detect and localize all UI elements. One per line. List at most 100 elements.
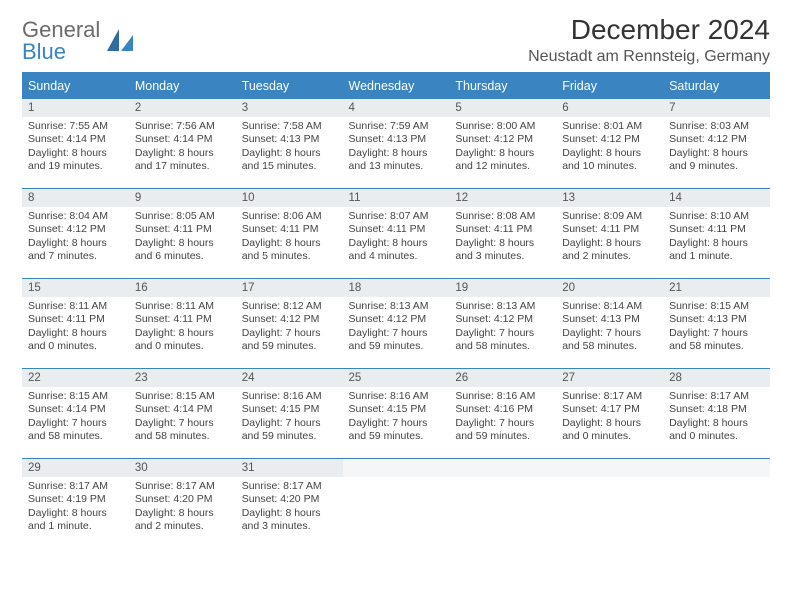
day-cell: Sunrise: 8:16 AMSunset: 4:16 PMDaylight:…: [449, 387, 556, 459]
sunrise-text: Sunrise: 8:07 AM: [349, 210, 444, 223]
sunset-text: Sunset: 4:11 PM: [669, 223, 764, 236]
day-cell: Sunrise: 8:07 AMSunset: 4:11 PMDaylight:…: [343, 207, 450, 279]
day-number: 25: [343, 369, 450, 388]
sunrise-text: Sunrise: 8:15 AM: [135, 390, 230, 403]
sunset-text: Sunset: 4:12 PM: [669, 133, 764, 146]
sunrise-text: Sunrise: 8:06 AM: [242, 210, 337, 223]
daylight-text: Daylight: 8 hours and 19 minutes.: [28, 147, 123, 174]
sunset-text: Sunset: 4:13 PM: [349, 133, 444, 146]
daylight-text: Daylight: 7 hours and 58 minutes.: [669, 327, 764, 354]
daylight-text: Daylight: 8 hours and 15 minutes.: [242, 147, 337, 174]
daylight-text: Daylight: 8 hours and 7 minutes.: [28, 237, 123, 264]
day-cell: Sunrise: 8:13 AMSunset: 4:12 PMDaylight:…: [449, 297, 556, 369]
sunset-text: Sunset: 4:19 PM: [28, 493, 123, 506]
sunset-text: Sunset: 4:11 PM: [28, 313, 123, 326]
sunrise-text: Sunrise: 8:17 AM: [28, 480, 123, 493]
daynum-row: 891011121314: [22, 189, 770, 208]
daylight-text: Daylight: 8 hours and 12 minutes.: [455, 147, 550, 174]
day-number: 19: [449, 279, 556, 298]
day-number: 31: [236, 459, 343, 478]
logo: General Blue: [22, 14, 135, 64]
daylight-text: Daylight: 8 hours and 2 minutes.: [135, 507, 230, 534]
dow-monday: Monday: [129, 73, 236, 99]
calendar-table: Sunday Monday Tuesday Wednesday Thursday…: [22, 72, 770, 548]
sunrise-text: Sunrise: 7:59 AM: [349, 120, 444, 133]
daylight-text: Daylight: 7 hours and 58 minutes.: [135, 417, 230, 444]
day-cell: Sunrise: 8:17 AMSunset: 4:18 PMDaylight:…: [663, 387, 770, 459]
day-cell: Sunrise: 8:01 AMSunset: 4:12 PMDaylight:…: [556, 117, 663, 189]
daylight-text: Daylight: 8 hours and 9 minutes.: [669, 147, 764, 174]
day-number: 14: [663, 189, 770, 208]
day-number: 6: [556, 99, 663, 118]
day-cell: Sunrise: 8:12 AMSunset: 4:12 PMDaylight:…: [236, 297, 343, 369]
day-cell: Sunrise: 7:59 AMSunset: 4:13 PMDaylight:…: [343, 117, 450, 189]
daynum-row: 293031: [22, 459, 770, 478]
day-number: 2: [129, 99, 236, 118]
sunset-text: Sunset: 4:12 PM: [242, 313, 337, 326]
daylight-text: Daylight: 8 hours and 13 minutes.: [349, 147, 444, 174]
day-cell: Sunrise: 8:06 AMSunset: 4:11 PMDaylight:…: [236, 207, 343, 279]
day-number: 1: [22, 99, 129, 118]
dow-row: Sunday Monday Tuesday Wednesday Thursday…: [22, 73, 770, 99]
day-number: 13: [556, 189, 663, 208]
sunset-text: Sunset: 4:13 PM: [242, 133, 337, 146]
sunrise-text: Sunrise: 7:55 AM: [28, 120, 123, 133]
sunset-text: Sunset: 4:11 PM: [135, 313, 230, 326]
day-number: 20: [556, 279, 663, 298]
sunset-text: Sunset: 4:14 PM: [28, 403, 123, 416]
day-number: 22: [22, 369, 129, 388]
sunset-text: Sunset: 4:12 PM: [562, 133, 657, 146]
day-number: 28: [663, 369, 770, 388]
daylight-text: Daylight: 8 hours and 1 minute.: [28, 507, 123, 534]
day-cell: [556, 477, 663, 548]
sunrise-text: Sunrise: 7:56 AM: [135, 120, 230, 133]
dow-friday: Friday: [556, 73, 663, 99]
day-cell: Sunrise: 8:11 AMSunset: 4:11 PMDaylight:…: [129, 297, 236, 369]
sunrise-text: Sunrise: 8:17 AM: [135, 480, 230, 493]
daylight-text: Daylight: 8 hours and 17 minutes.: [135, 147, 230, 174]
day-cell: Sunrise: 8:17 AMSunset: 4:20 PMDaylight:…: [236, 477, 343, 548]
sunrise-text: Sunrise: 8:13 AM: [349, 300, 444, 313]
daylight-text: Daylight: 8 hours and 5 minutes.: [242, 237, 337, 264]
day-cell: Sunrise: 8:08 AMSunset: 4:11 PMDaylight:…: [449, 207, 556, 279]
daylight-text: Daylight: 8 hours and 10 minutes.: [562, 147, 657, 174]
dow-saturday: Saturday: [663, 73, 770, 99]
day-number: 9: [129, 189, 236, 208]
sunset-text: Sunset: 4:11 PM: [562, 223, 657, 236]
sunrise-text: Sunrise: 8:16 AM: [455, 390, 550, 403]
day-number: 4: [343, 99, 450, 118]
sunset-text: Sunset: 4:15 PM: [242, 403, 337, 416]
day-number: 24: [236, 369, 343, 388]
daylight-text: Daylight: 7 hours and 59 minutes.: [242, 327, 337, 354]
day-cell: Sunrise: 8:03 AMSunset: 4:12 PMDaylight:…: [663, 117, 770, 189]
daynum-row: 22232425262728: [22, 369, 770, 388]
day-cell: Sunrise: 8:15 AMSunset: 4:13 PMDaylight:…: [663, 297, 770, 369]
day-number: [556, 459, 663, 478]
title-block: December 2024 Neustadt am Rennsteig, Ger…: [528, 14, 770, 66]
sunset-text: Sunset: 4:13 PM: [562, 313, 657, 326]
sunrise-text: Sunrise: 8:04 AM: [28, 210, 123, 223]
sunrise-text: Sunrise: 8:17 AM: [669, 390, 764, 403]
daylight-text: Daylight: 8 hours and 2 minutes.: [562, 237, 657, 264]
daylight-text: Daylight: 7 hours and 59 minutes.: [242, 417, 337, 444]
daylight-text: Daylight: 8 hours and 3 minutes.: [242, 507, 337, 534]
daylight-text: Daylight: 7 hours and 59 minutes.: [349, 417, 444, 444]
sunset-text: Sunset: 4:20 PM: [135, 493, 230, 506]
location-label: Neustadt am Rennsteig, Germany: [528, 48, 770, 66]
sunset-text: Sunset: 4:18 PM: [669, 403, 764, 416]
daynum-row: 15161718192021: [22, 279, 770, 298]
content-row: Sunrise: 8:04 AMSunset: 4:12 PMDaylight:…: [22, 207, 770, 279]
sunrise-text: Sunrise: 8:01 AM: [562, 120, 657, 133]
day-number: 12: [449, 189, 556, 208]
day-number: [343, 459, 450, 478]
logo-sail-icon: [105, 27, 135, 58]
daynum-row: 1234567: [22, 99, 770, 118]
dow-wednesday: Wednesday: [343, 73, 450, 99]
daylight-text: Daylight: 8 hours and 0 minutes.: [28, 327, 123, 354]
day-number: 27: [556, 369, 663, 388]
day-number: 7: [663, 99, 770, 118]
day-number: 10: [236, 189, 343, 208]
sunrise-text: Sunrise: 8:14 AM: [562, 300, 657, 313]
day-cell: [343, 477, 450, 548]
day-number: 23: [129, 369, 236, 388]
